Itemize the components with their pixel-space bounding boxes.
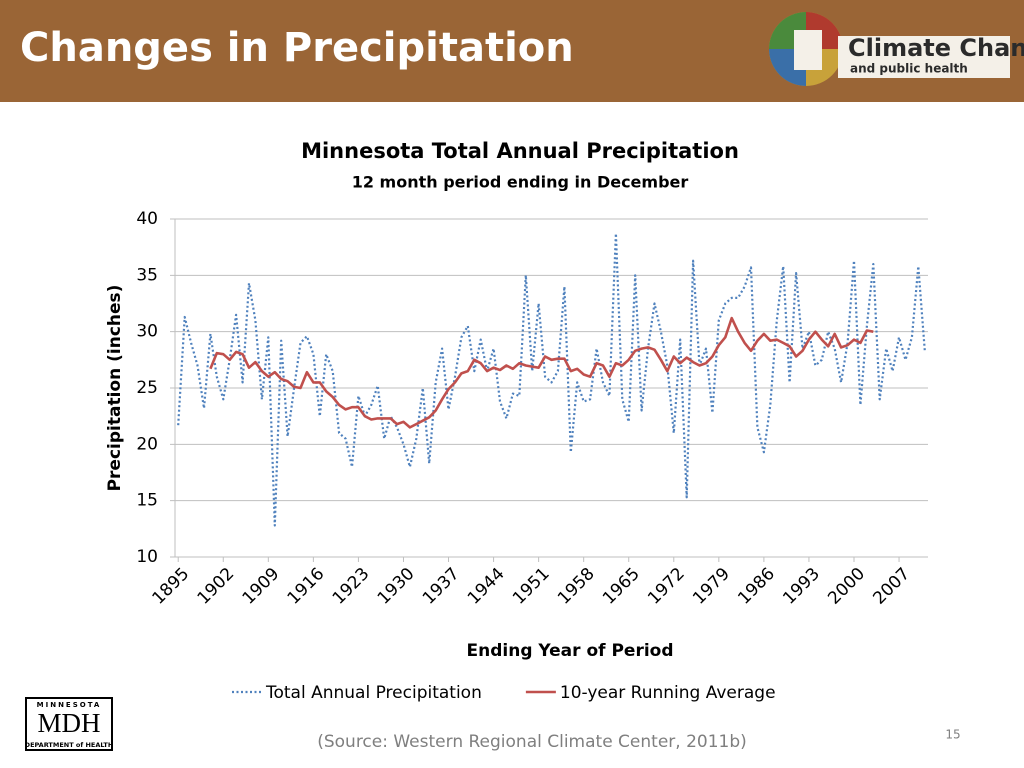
x-tick-label: 1923	[329, 564, 374, 609]
logo-title: Climate Change	[848, 34, 1024, 62]
logo-state	[794, 30, 822, 70]
mdh-top: MINNESOTA	[37, 701, 102, 709]
x-tick-label: 1909	[239, 564, 284, 609]
x-tick-label: 1916	[284, 564, 329, 609]
mdh-main: MDH	[37, 708, 100, 738]
series-line	[209, 316, 874, 429]
y-tick-label: 30	[136, 322, 158, 342]
x-tick-label: 1986	[734, 564, 779, 609]
logo-subtitle: and public health	[850, 62, 968, 76]
chart-title: Minnesota Total Annual Precipitation	[301, 139, 739, 163]
logo: Climate Change and public health	[769, 12, 1024, 86]
chart-subtitle: 12 month period ending in December	[352, 173, 689, 192]
x-tick-label: 1944	[464, 564, 509, 609]
mdh-frame	[25, 697, 113, 751]
legend-label: 10-year Running Average	[560, 683, 776, 703]
x-tick-label: 1958	[554, 564, 599, 609]
source-note: (Source: Western Regional Climate Center…	[317, 732, 747, 752]
series-line	[177, 232, 926, 527]
x-tick-label: 1930	[374, 564, 419, 609]
x-tick-label: 1972	[644, 564, 689, 609]
y-axis-label: Precipitation (inches)	[105, 285, 125, 492]
mdh-bottom: DEPARTMENT of HEALTH	[25, 741, 114, 749]
y-tick-label: 15	[136, 491, 158, 511]
y-tick-label: 10	[136, 547, 158, 567]
x-tick-label: 1902	[194, 564, 239, 609]
x-tick-label: 2007	[869, 564, 914, 609]
y-tick-label: 25	[136, 378, 158, 398]
x-tick-label: 1979	[689, 564, 734, 609]
x-tick-label: 1993	[779, 564, 824, 609]
x-tick-label: 1895	[149, 564, 194, 609]
mdh-logo: MINNESOTA MDH DEPARTMENT of HEALTH	[25, 697, 114, 751]
x-tick-label: 2000	[824, 564, 869, 609]
page-number: 15	[945, 728, 960, 742]
y-tick-label: 35	[136, 265, 158, 285]
x-tick-label: 1951	[509, 564, 554, 609]
slide-title: Changes in Precipitation	[20, 25, 574, 71]
x-tick-label: 1937	[419, 564, 464, 609]
logo-text-bg	[838, 36, 1010, 78]
x-axis-label: Ending Year of Period	[467, 641, 674, 661]
legend-label: Total Annual Precipitation	[265, 683, 482, 703]
x-tick-label: 1965	[599, 564, 644, 609]
y-tick-label: 20	[136, 434, 158, 454]
y-tick-label: 40	[136, 209, 158, 229]
